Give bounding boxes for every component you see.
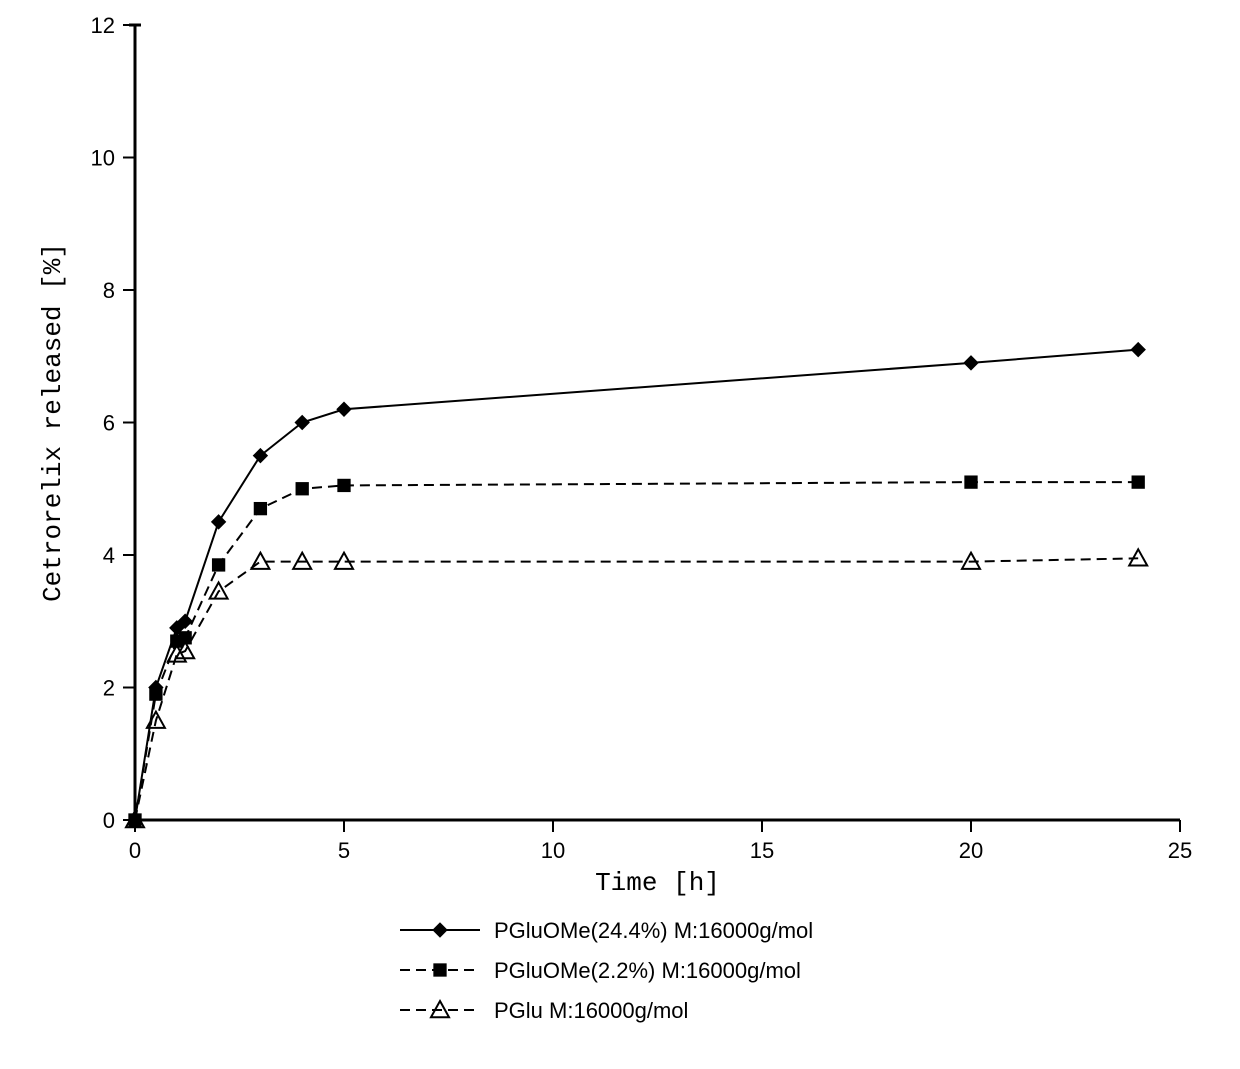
series-s3 [126, 549, 1147, 827]
legend-item-s2: PGluOMe(2.2%) M:16000g/mol [400, 958, 801, 983]
x-tick-label: 25 [1168, 838, 1192, 863]
x-tick-label: 15 [750, 838, 774, 863]
series-s2 [129, 476, 1145, 826]
x-axis-title: Time [h] [595, 868, 720, 898]
y-tick-label: 12 [91, 13, 115, 38]
x-tick-label: 5 [338, 838, 350, 863]
line-chart: 0 5 10 15 20 25 0 2 4 6 8 10 12 Time [h] Cetrorelix re… [0, 0, 1240, 1069]
y-tick-label: 6 [103, 411, 115, 436]
x-tick-label: 20 [959, 838, 983, 863]
y-tick-label: 8 [103, 278, 115, 303]
y-axis-title: Cetrorelix released [%] [38, 243, 68, 602]
y-tick-label: 10 [91, 146, 115, 171]
y-tick-label: 2 [103, 676, 115, 701]
y-tick-label: 4 [103, 543, 115, 568]
legend-label: PGlu M:16000g/mol [494, 998, 688, 1023]
x-tick-label: 0 [129, 838, 141, 863]
x-tick-label: 10 [541, 838, 565, 863]
legend-item-s1: PGluOMe(24.4%) M:16000g/mol [400, 918, 813, 943]
legend-item-s3: PGlu M:16000g/mol [400, 998, 688, 1023]
series-s1 [128, 343, 1145, 827]
y-tick-label: 0 [103, 808, 115, 833]
chart-container: 0 5 10 15 20 25 0 2 4 6 8 10 12 Time [h] Cetrorelix re… [0, 0, 1240, 1069]
legend-label: PGluOMe(24.4%) M:16000g/mol [494, 918, 813, 943]
legend-label: PGluOMe(2.2%) M:16000g/mol [494, 958, 801, 983]
